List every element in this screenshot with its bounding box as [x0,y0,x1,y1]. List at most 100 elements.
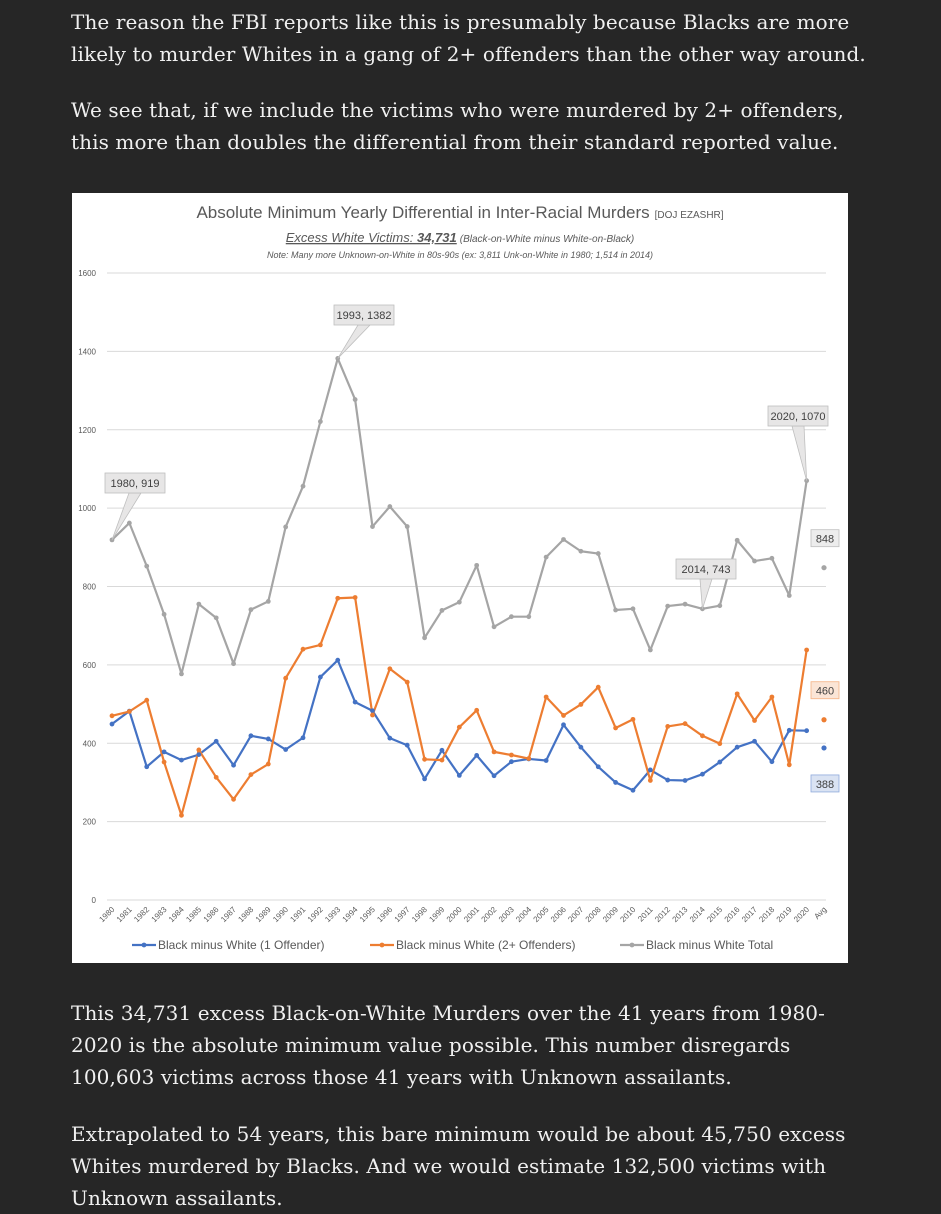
data-point [526,614,532,620]
x-tick-label: 2014 [688,905,707,924]
avg-value-box [810,529,840,548]
x-tick-label: 2019 [775,905,794,924]
x-tick-label: 1984 [167,905,186,924]
x-tick-label: 2005 [532,905,551,924]
data-point [161,611,167,617]
data-point [126,709,132,714]
callout-box [333,304,395,326]
avg-point-2 [821,565,827,571]
data-point [717,741,723,747]
article-paragraph-2: We see that, if we include the victims w… [71,98,844,154]
y-tick-label: 1200 [78,426,96,435]
callout-box [104,472,166,494]
data-point [630,606,636,612]
y-tick-label: 1000 [78,504,96,513]
data-point [647,647,653,653]
data-point [769,555,775,561]
y-tick-label: 0 [92,896,97,905]
article-paragraph-1: The reason the FBI reports like this is … [71,10,866,66]
data-point [231,661,236,667]
x-tick-label: 2020 [792,905,811,924]
x-tick-label: 1986 [202,905,221,924]
data-point [682,778,688,783]
data-point [109,721,115,727]
data-point [613,607,619,613]
data-point [647,778,653,783]
data-point [682,721,688,727]
data-point [144,563,150,569]
legend-label: Black minus White (2+ Offenders) [396,938,576,952]
data-point [474,707,480,713]
data-point [335,657,341,663]
data-point [213,774,219,780]
data-point [283,675,289,681]
data-point [456,724,462,730]
data-point [526,756,532,761]
x-tick-label: 1997 [393,905,412,924]
x-tick-label: 1989 [254,905,273,924]
callout-label: 1980, 919 [111,478,160,490]
x-tick-label: 2007 [566,905,585,924]
article-paragraph-4: Extrapolated to 54 years, this bare mini… [71,1122,846,1210]
y-tick-label: 1400 [78,347,96,356]
avg-point-1 [821,717,827,723]
data-point [543,758,549,763]
data-point [335,595,341,601]
data-point [561,537,566,542]
data-point [213,738,219,744]
data-point [370,524,375,529]
avg-value-box [810,681,840,700]
data-point [352,699,358,705]
line-chart: Absolute Minimum Yearly Differential in … [78,203,840,952]
data-point [595,764,601,770]
data-point [630,787,636,793]
callout-pointer [111,492,142,541]
data-point [370,708,375,714]
avg-point-0 [821,745,827,751]
data-point [786,727,792,733]
avg-value-label: 388 [816,779,834,791]
x-tick-label: 2008 [584,905,603,924]
data-point [543,554,549,560]
legend-label: Black minus White Total [646,938,773,952]
data-point [456,772,462,778]
data-point [196,752,202,758]
data-point [300,483,306,489]
data-point [613,780,619,785]
y-tick-label: 600 [83,661,97,670]
data-point [439,757,445,763]
data-point [734,744,740,750]
data-point [370,712,375,718]
data-point [317,674,323,680]
data-point [317,419,323,424]
data-point [595,684,601,690]
data-point [682,601,688,607]
legend-marker [629,942,635,948]
x-tick-label: 1988 [236,905,255,924]
data-point [126,520,132,526]
data-point [352,397,358,402]
series-line-1 [111,596,808,817]
legend-marker [141,942,147,948]
data-point [613,725,619,731]
x-tick-label: 2002 [480,905,499,924]
data-point [439,608,445,613]
x-tick-label: 2009 [601,905,620,924]
data-point [752,718,757,723]
x-tick-label-avg: Avg [812,905,828,921]
callout-pointer [791,425,808,481]
subtitle-note: (Black-on-White minus White-on-Black) [460,234,635,245]
callout-label: 2020, 1070 [770,411,825,423]
data-point [769,694,775,700]
data-point [248,733,254,739]
chart-subtitle: Excess White Victims: 34,731 (Black-on-Wh… [286,230,635,245]
data-point [213,615,219,621]
x-tick-label: 1985 [184,905,203,924]
data-point [404,524,410,529]
x-tick-label: 1983 [150,905,169,924]
data-point [647,767,653,773]
data-point [387,735,393,741]
data-point [161,759,167,765]
data-point [509,752,514,758]
data-point [144,764,150,770]
